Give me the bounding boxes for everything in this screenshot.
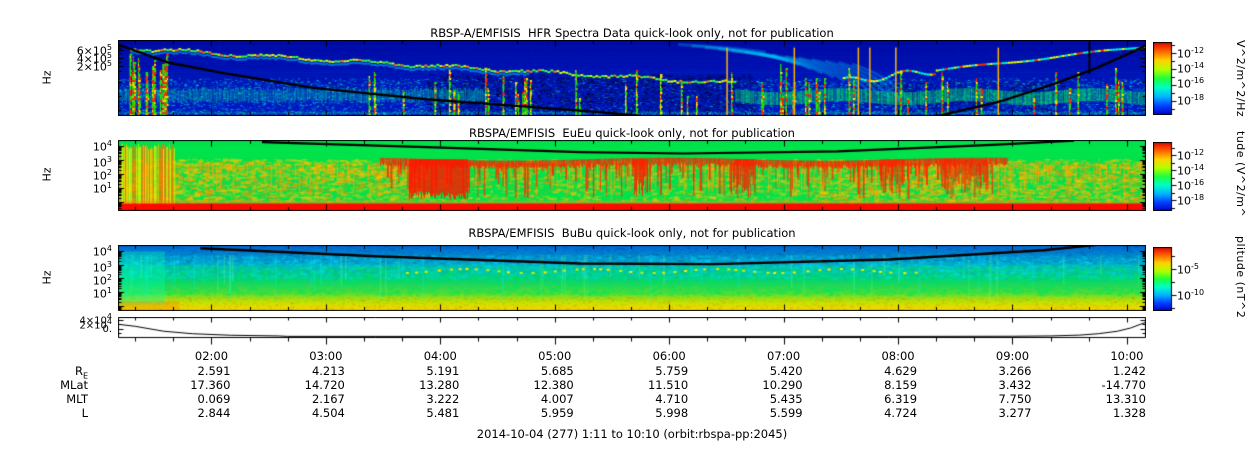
buBu-colorbar <box>1153 247 1179 311</box>
ephemeris-value: 8.159 <box>884 378 918 392</box>
y-tick-label: 101 <box>92 181 112 196</box>
ephemeris-value: 4.213 <box>311 364 345 378</box>
y-tick-label: 0. <box>102 324 112 335</box>
ephemeris-value: 5.435 <box>769 392 803 406</box>
colorbar-tick-label: 10-12 <box>1177 46 1205 61</box>
colorbar-tick-label: 10-14 <box>1177 163 1205 178</box>
ephemeris-value: 5.759 <box>655 364 689 378</box>
ephemeris-value: 3.266 <box>998 364 1032 378</box>
ephemeris-value: 4.724 <box>884 406 918 420</box>
y-tick-label: 6×105 <box>76 43 112 58</box>
ephemeris-value: 5.685 <box>540 364 574 378</box>
ephemeris-value: 12.380 <box>533 378 574 392</box>
ephemeris-row-label: L <box>81 406 88 420</box>
ephemeris-row-label: RE <box>74 364 88 381</box>
ephemeris-value: 5.599 <box>769 406 803 420</box>
colorbar-tick-label: 10-12 <box>1177 148 1205 163</box>
ephemeris-value: 1.242 <box>1112 364 1146 378</box>
y-tick-label: 4×104 <box>79 312 112 327</box>
ephemeris-value: 10.290 <box>762 378 803 392</box>
fce-line-plot-canvas <box>118 317 1146 347</box>
ephemeris-row-label: MLT <box>66 392 88 406</box>
figure-caption: 2014-10-04 (277) 1:11 to 10:10 (orbit:rb… <box>476 427 788 441</box>
euEu-colorbar <box>1153 142 1179 211</box>
y-tick-label: 102 <box>92 168 112 183</box>
y-tick-label: 101 <box>92 286 112 301</box>
ephemeris-value: 4.504 <box>311 406 345 420</box>
y-tick-label: 104 <box>92 244 112 259</box>
y-tick-label: 102 <box>92 273 112 288</box>
time-tick-label: 08:00 <box>881 349 915 363</box>
ephemeris-value: 3.277 <box>998 406 1032 420</box>
ephemeris-value: -14.770 <box>1101 378 1146 392</box>
euEu-colorbar-unit-label: tude (V^2/m^ <box>1234 130 1247 218</box>
ephemeris-value: 1.328 <box>1112 406 1146 420</box>
ephemeris-value: 2.167 <box>311 392 345 406</box>
colorbar-tick-label: 10-18 <box>1177 93 1205 108</box>
ephemeris-value: 5.191 <box>426 364 460 378</box>
time-tick-label: 05:00 <box>538 349 572 363</box>
colorbar-tick-label: 10-16 <box>1177 76 1205 91</box>
time-tick-label: 06:00 <box>652 349 686 363</box>
ephemeris-value: 17.360 <box>190 378 231 392</box>
ephemeris-value: 2.844 <box>197 406 231 420</box>
hfr-colorbar <box>1153 42 1179 115</box>
y-tick-label: 104 <box>92 139 112 154</box>
y-tick-label: 4×105 <box>76 51 112 66</box>
time-tick-label: 09:00 <box>995 349 1030 363</box>
ephemeris-value: 4.710 <box>655 392 689 406</box>
y-tick-label: 2×104 <box>79 317 112 332</box>
buBu-spectrogram-canvas <box>118 245 1146 311</box>
time-tick-label: 03:00 <box>309 349 343 363</box>
time-tick-label: 02:00 <box>194 349 229 363</box>
colorbar-tick-label: 10-16 <box>1177 178 1205 193</box>
hfr-colorbar-unit-label: V^2/m^2/Hz <box>1234 40 1247 118</box>
euEu-panel-title: RBSPA/EMFISIS EuEu quick-look only, not … <box>469 126 795 140</box>
ephemeris-value: 0.069 <box>197 392 231 406</box>
colorbar-tick-label: 10-18 <box>1177 193 1205 208</box>
ephemeris-value: 5.420 <box>769 364 803 378</box>
euEu-spectrogram-canvas <box>118 140 1146 211</box>
time-tick-label: 04:00 <box>423 349 457 363</box>
colorbar-tick-label: 10-14 <box>1177 61 1205 76</box>
ephemeris-value: 2.591 <box>197 364 231 378</box>
y-tick-label: 103 <box>92 155 112 170</box>
y-tick-label: 2×105 <box>76 59 112 74</box>
ephemeris-value: 3.222 <box>426 392 460 406</box>
ephemeris-value: 14.720 <box>304 378 345 392</box>
colorbar-tick-label: 10-5 <box>1177 262 1199 277</box>
hfr-spectrogram-canvas <box>118 40 1146 116</box>
ephemeris-value: 11.510 <box>647 378 689 392</box>
ephemeris-row-label: MLat <box>60 378 88 392</box>
ephemeris-value: 7.750 <box>998 392 1032 406</box>
ephemeris-value: 13.280 <box>419 378 460 392</box>
buBu-colorbar-unit-label: plitude (nT^2 <box>1234 235 1247 319</box>
ephemeris-value: 6.319 <box>884 392 918 406</box>
ephemeris-value: 5.998 <box>655 406 689 420</box>
buBu-panel-title: RBSPA/EMFISIS BuBu quick-look only, not … <box>468 226 796 240</box>
ephemeris-value: 5.481 <box>426 406 460 420</box>
ephemeris-value: 4.007 <box>540 392 574 406</box>
ephemeris-value: 3.432 <box>998 378 1032 392</box>
colorbar-tick-label: 10-10 <box>1177 288 1205 303</box>
ephemeris-value: 5.959 <box>540 406 574 420</box>
time-tick-label: 10:00 <box>1110 349 1144 363</box>
ephemeris-value: 4.629 <box>884 364 918 378</box>
y-tick-label: 103 <box>92 260 112 275</box>
hfr-panel-title: RBSP-A/EMFISIS HFR Spectra Data quick-lo… <box>430 26 834 40</box>
time-tick-label: 07:00 <box>767 349 801 363</box>
ephemeris-value: 13.310 <box>1105 392 1146 406</box>
